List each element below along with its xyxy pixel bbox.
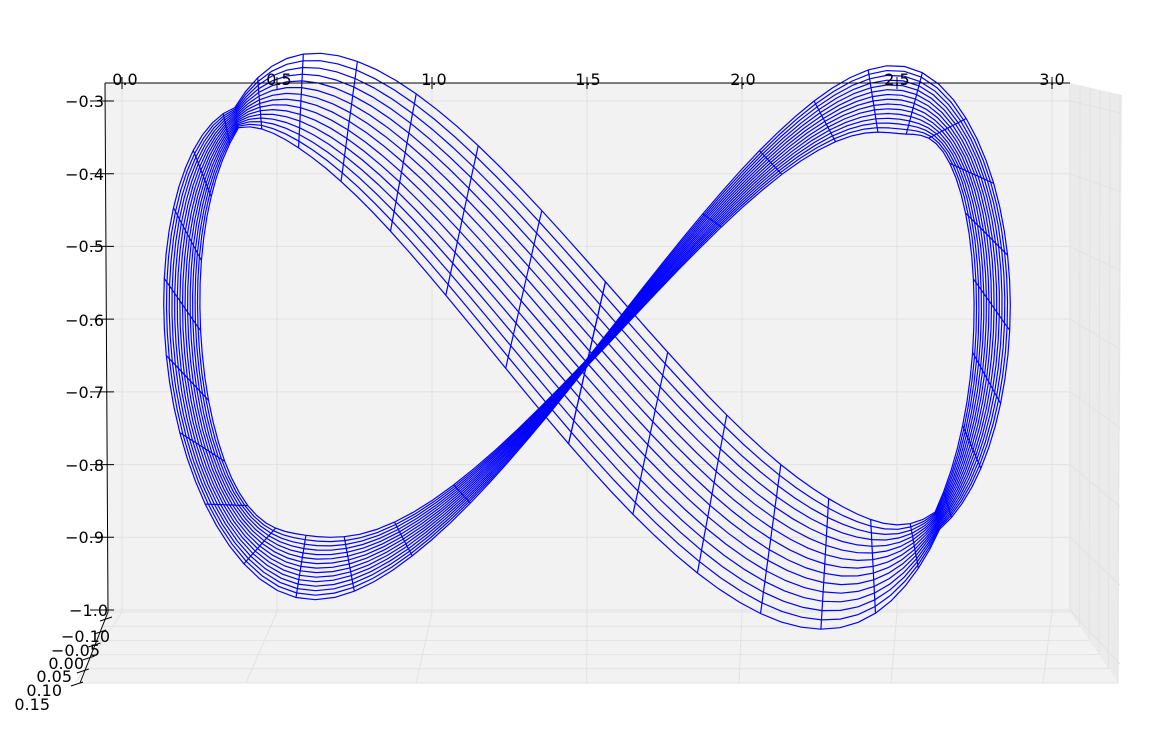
side-grid-vert xyxy=(1117,94,1121,684)
floor-grid-line xyxy=(890,611,898,684)
side-grid-line xyxy=(1069,609,1121,665)
side-grid-line xyxy=(1069,536,1121,586)
y-tick-label: 0.00 xyxy=(48,654,84,673)
grid-lines xyxy=(74,83,1121,684)
y-tick-label: 0.10 xyxy=(26,681,62,700)
side-grid-line xyxy=(1069,391,1121,429)
y-tick-label: 0.05 xyxy=(36,667,72,686)
floor-grid-line xyxy=(245,611,278,684)
z-tick-label: −0.8 xyxy=(65,456,104,475)
y-tick xyxy=(76,668,89,674)
x-tick-label: 2.5 xyxy=(884,70,909,89)
side-grid-vert xyxy=(1088,87,1091,641)
floor-grid-line xyxy=(1042,611,1053,684)
x-tick-label: 1.5 xyxy=(575,70,600,89)
axes xyxy=(70,77,1070,687)
floor-grid-line xyxy=(415,611,433,684)
x-tick-label: 1.0 xyxy=(421,70,446,89)
z-tick-labels: −0.3 −0.4 −0.5 −0.6 −0.7 −0.8 −0.9 −1.0 xyxy=(65,92,108,620)
floor-pane xyxy=(80,612,1118,683)
z-tick-label: −0.7 xyxy=(65,383,104,402)
z-tick-label: −1.0 xyxy=(69,601,108,620)
ribbon-wireframe xyxy=(163,52,1011,630)
side-grid-line xyxy=(1069,318,1121,350)
y-axis-line xyxy=(79,611,109,684)
x-tick-label: 3.0 xyxy=(1039,70,1064,89)
side-grid-line xyxy=(1069,173,1121,193)
y-tick-label: 0.15 xyxy=(14,695,50,714)
y-tick xyxy=(99,616,113,622)
x-tick-label: 0.0 xyxy=(112,70,137,89)
z-tick-label: −0.9 xyxy=(65,528,104,547)
z-tick-label: −0.3 xyxy=(65,92,104,111)
side-grid-vert xyxy=(1107,92,1111,669)
side-grid-line xyxy=(1069,100,1121,114)
y-tick xyxy=(88,642,101,648)
z-tick-label: −0.4 xyxy=(65,165,104,184)
floor-grid-line xyxy=(738,611,743,684)
z-axis-line xyxy=(104,82,109,613)
x-tick-labels: 0.0 0.5 1.0 1.5 2.0 2.5 3.0 xyxy=(112,70,1064,89)
y-tick xyxy=(82,655,95,661)
x-tick-label: 2.0 xyxy=(730,70,755,89)
y-tick xyxy=(94,629,107,635)
y-tick xyxy=(70,681,84,687)
ribbon-strand xyxy=(199,65,1011,630)
side-grid-vert xyxy=(1098,90,1101,655)
z-tick-label: −0.5 xyxy=(65,237,104,256)
side-grid-line xyxy=(1069,245,1121,271)
y-tick-labels: −0.10 −0.05 0.00 0.05 0.10 0.15 xyxy=(14,627,110,714)
x-tick-label: 0.5 xyxy=(266,70,291,89)
y-tick-label: −0.10 xyxy=(61,627,110,646)
z-tick-label: −0.6 xyxy=(65,311,104,330)
side-pane xyxy=(1070,83,1122,683)
y-tick-label: −0.05 xyxy=(51,641,100,660)
side-grid-line xyxy=(1069,464,1121,507)
